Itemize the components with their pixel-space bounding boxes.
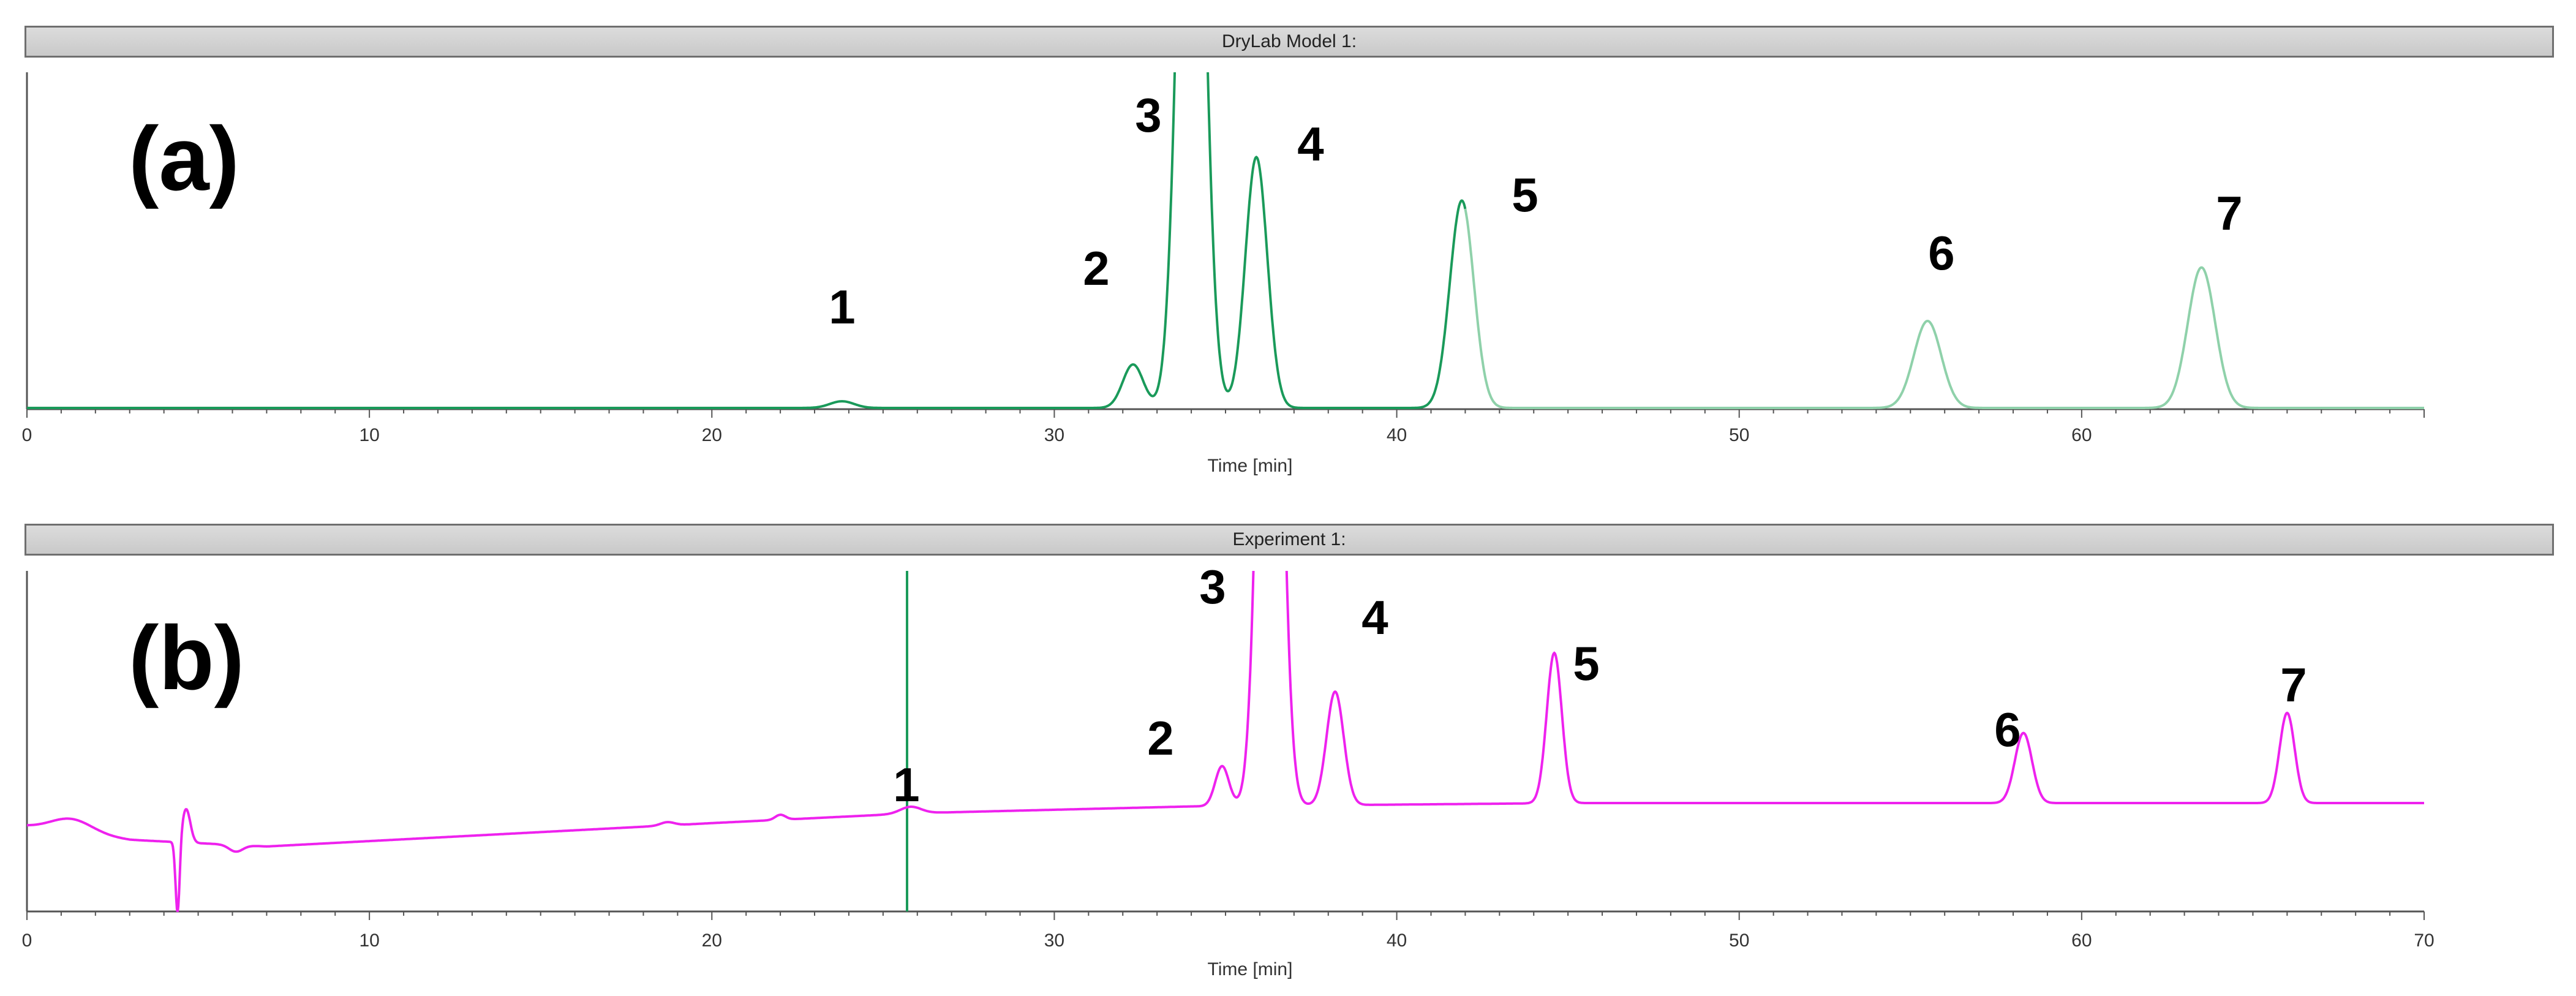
x-axis-title: Time [min]	[1208, 456, 1293, 476]
chromatogram-trace-faded	[1464, 208, 2424, 409]
x-tick-label: 40	[1387, 930, 1407, 951]
x-axis-title: Time [min]	[1208, 959, 1293, 979]
x-tick-label: 30	[1044, 930, 1064, 951]
x-tick-label: 0	[22, 930, 32, 951]
peak-label: 7	[2280, 658, 2307, 712]
x-tick-label: 30	[1044, 425, 1064, 445]
chart-title: Experiment 1:	[1232, 529, 1346, 549]
peak-label: 4	[1297, 117, 1324, 171]
x-tick-label: 50	[1729, 425, 1749, 445]
chromatogram-trace	[27, 571, 2424, 912]
x-tick-label: 70	[2414, 930, 2434, 951]
peak-label: 6	[1928, 226, 1954, 280]
x-tick-label: 50	[1729, 930, 1749, 951]
chromatogram-trace	[27, 72, 1467, 409]
peak-label: 5	[1512, 168, 1538, 222]
x-tick-label: 60	[2071, 930, 2092, 951]
peak-label: 2	[1083, 241, 1109, 295]
panel-a: DryLab Model 1:	[0, 0, 2576, 490]
x-tick-label: 10	[359, 930, 379, 951]
panel-label: (b)	[129, 608, 244, 709]
x-tick-label: 40	[1387, 425, 1407, 445]
chart-title-bar: DryLab Model 1:	[24, 26, 2554, 58]
peak-label: 5	[1573, 636, 1599, 690]
peak-label: 7	[2216, 186, 2242, 240]
x-tick-label: 0	[22, 425, 32, 445]
peak-label: 1	[893, 758, 919, 812]
peak-label: 6	[1994, 703, 2021, 756]
x-tick-label: 20	[702, 930, 722, 951]
x-tick-label: 10	[359, 425, 379, 445]
peak-label: 1	[829, 280, 855, 334]
x-tick-label: 60	[2071, 425, 2092, 445]
peak-label: 3	[1199, 560, 1226, 614]
chart-title: DryLab Model 1:	[1221, 31, 1357, 51]
peak-label: 4	[1361, 590, 1388, 644]
peak-label: 3	[1135, 88, 1161, 142]
peak-label: 2	[1147, 711, 1173, 765]
chart-title-bar: Experiment 1:	[24, 524, 2554, 556]
panel-label: (a)	[129, 108, 239, 209]
x-tick-label: 20	[702, 425, 722, 445]
